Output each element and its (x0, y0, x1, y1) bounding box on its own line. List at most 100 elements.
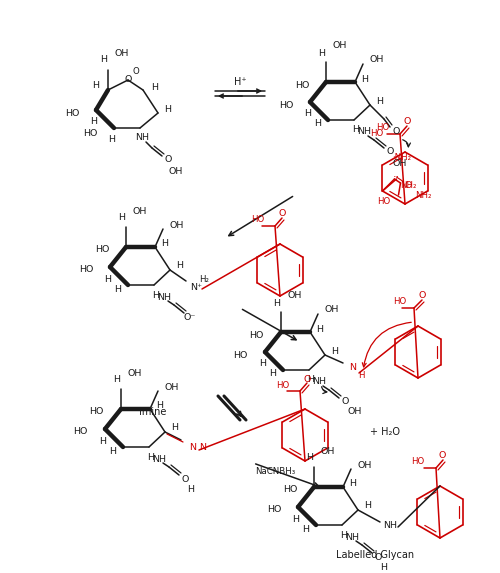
Text: Imine: Imine (140, 407, 166, 417)
Text: ··: ·· (393, 172, 400, 182)
Text: NH: NH (152, 454, 166, 464)
Text: O: O (278, 210, 285, 218)
Text: H: H (316, 324, 324, 333)
Text: HO: HO (266, 505, 281, 515)
Text: H: H (314, 120, 322, 128)
Text: OH: OH (370, 56, 384, 65)
Text: H: H (108, 135, 116, 144)
Text: H⁺: H⁺ (234, 77, 246, 87)
Text: OH: OH (321, 446, 335, 456)
Text: H: H (100, 56, 107, 65)
Text: H: H (292, 515, 300, 524)
Text: H₂: H₂ (199, 274, 209, 284)
Text: H: H (172, 423, 178, 433)
Text: NH: NH (383, 521, 397, 531)
Text: OH: OH (115, 49, 129, 58)
Text: N: N (190, 444, 196, 453)
Text: H: H (332, 347, 338, 355)
Text: OH: OH (393, 159, 407, 168)
Text: NH₂: NH₂ (415, 191, 431, 201)
Text: O: O (405, 180, 412, 190)
Text: H: H (148, 453, 154, 461)
Text: H: H (362, 74, 368, 84)
Text: H: H (380, 563, 388, 571)
Text: HO: HO (250, 331, 264, 339)
Text: HO: HO (252, 215, 264, 225)
Text: ·NH₂: ·NH₂ (392, 154, 411, 163)
Text: H: H (318, 49, 326, 57)
Text: H: H (270, 370, 276, 379)
Text: H: H (164, 104, 172, 113)
Text: OH: OH (133, 206, 147, 215)
Text: HO: HO (412, 457, 424, 466)
Text: H: H (114, 285, 121, 293)
Text: H: H (90, 117, 98, 127)
Text: HO: HO (82, 128, 97, 138)
Text: O: O (182, 474, 188, 484)
Text: OH: OH (348, 407, 362, 417)
Text: H: H (306, 453, 314, 462)
Text: HO: HO (234, 351, 248, 359)
Text: H: H (358, 371, 364, 379)
Text: O: O (386, 147, 394, 156)
Text: OH: OH (358, 461, 372, 469)
Text: H: H (104, 274, 112, 284)
Text: N: N (200, 444, 206, 453)
Text: NaCNBH₃: NaCNBH₃ (255, 468, 295, 477)
Text: H: H (308, 375, 314, 384)
Text: H: H (304, 109, 312, 119)
Text: H: H (114, 375, 120, 384)
Text: HO: HO (78, 265, 93, 274)
Text: O: O (342, 398, 348, 406)
Text: NH: NH (135, 134, 149, 143)
Text: OH: OH (165, 383, 179, 391)
Text: H: H (188, 485, 194, 493)
Text: HO: HO (377, 197, 390, 206)
Text: H: H (176, 261, 184, 270)
Text: H: H (92, 80, 100, 89)
Text: H: H (100, 437, 106, 445)
Text: OH: OH (128, 368, 142, 378)
Text: H: H (376, 96, 384, 105)
Text: O: O (132, 68, 140, 77)
Text: HO: HO (90, 407, 104, 417)
Text: H: H (152, 291, 160, 300)
Text: N⁺: N⁺ (190, 282, 202, 292)
Text: H: H (350, 480, 356, 489)
Text: O⁻: O⁻ (184, 312, 196, 321)
Text: H: H (118, 214, 126, 222)
Text: NH₂: NH₂ (400, 180, 416, 190)
Text: O: O (418, 292, 426, 300)
Text: HO: HO (294, 80, 309, 89)
Text: H: H (340, 531, 347, 540)
Text: O: O (404, 117, 410, 127)
Text: H: H (302, 524, 310, 533)
Text: H: H (364, 501, 372, 511)
Text: NH: NH (357, 128, 371, 136)
Text: H: H (110, 446, 116, 456)
Text: OH: OH (325, 305, 339, 315)
Text: O: O (392, 128, 400, 136)
Text: NH: NH (345, 532, 359, 541)
Text: OH: OH (169, 167, 183, 176)
Text: O: O (304, 375, 310, 383)
Text: HO: HO (394, 297, 406, 307)
Text: HO: HO (278, 100, 293, 109)
Text: OH: OH (288, 292, 302, 300)
Text: HO: HO (74, 427, 88, 437)
Text: HO: HO (370, 129, 384, 139)
Text: HO: HO (94, 245, 109, 254)
Text: Labelled Glycan: Labelled Glycan (336, 550, 414, 560)
Text: HO: HO (64, 108, 79, 117)
Text: O: O (164, 155, 172, 164)
Text: HO: HO (282, 485, 297, 494)
Text: O: O (124, 76, 132, 84)
Text: NH: NH (157, 292, 171, 301)
Text: N: N (350, 363, 356, 371)
Text: O: O (438, 452, 446, 461)
Text: H: H (162, 240, 168, 249)
Text: HO: HO (276, 380, 289, 390)
Text: + H₂O: + H₂O (370, 427, 400, 437)
Text: OH: OH (170, 221, 184, 230)
Text: O: O (374, 552, 382, 562)
